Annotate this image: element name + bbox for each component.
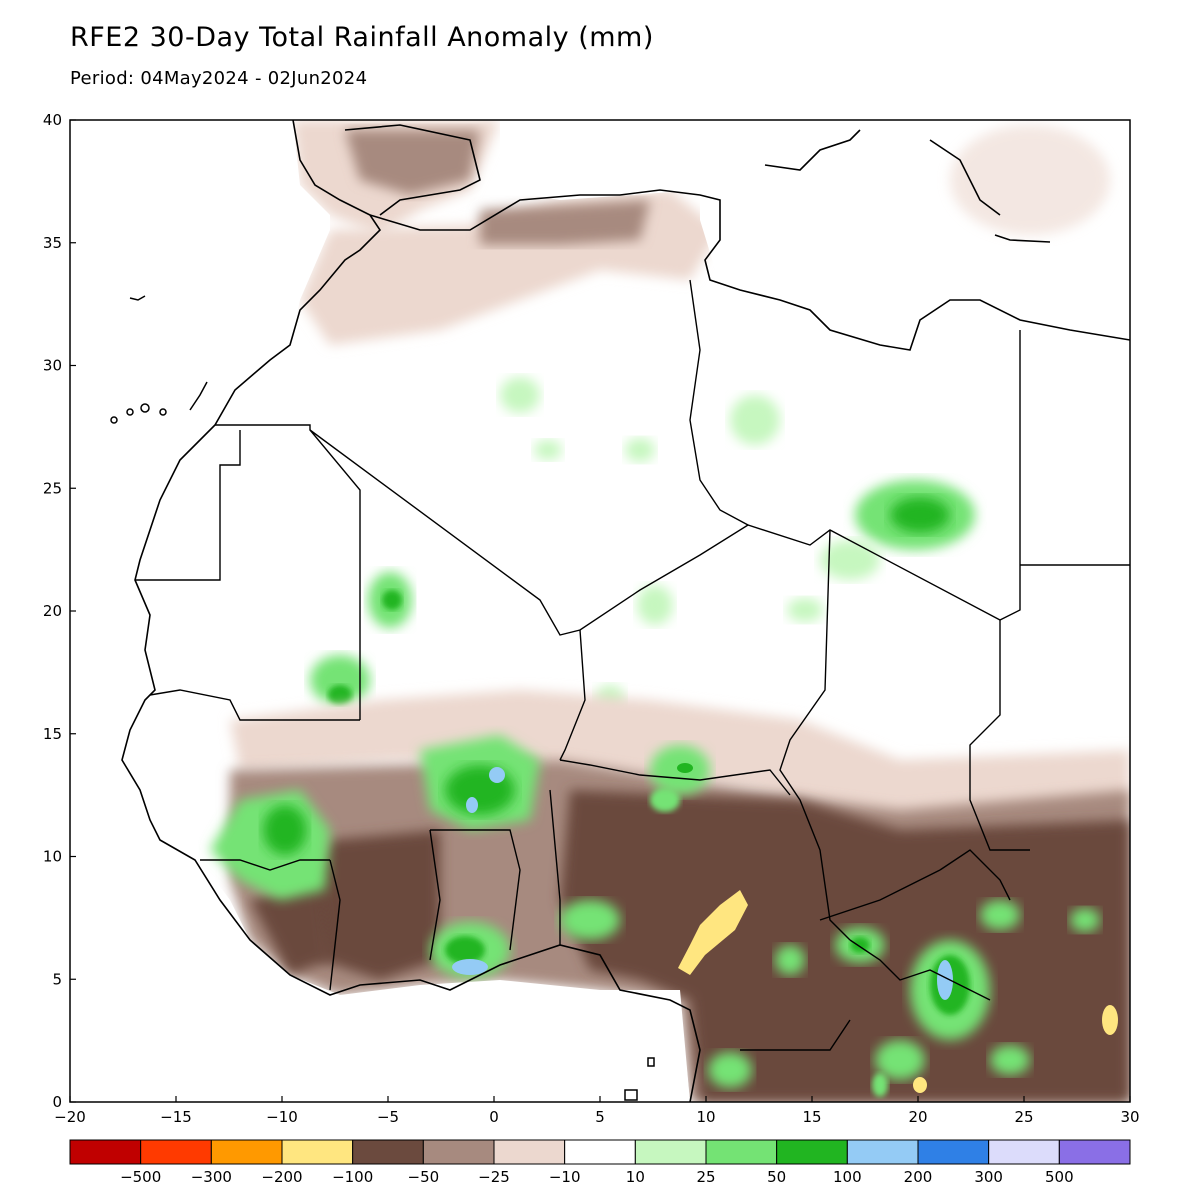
map-axes: −20 −15 −10 −5 0 5 10 15 20 25 30 0 5 10 15 20 25 30 35 40: [43, 111, 1140, 1126]
map-title: RFE2 30-Day Total Rainfall Anomaly (mm): [70, 22, 654, 53]
y-tick-label: 5: [52, 970, 62, 988]
legend-swatch: [140, 1139, 212, 1165]
legend-swatch: [210, 1139, 283, 1165]
legend-swatch: [917, 1139, 990, 1165]
legend-label: 25: [696, 1168, 715, 1186]
map-period: Period: 04May2024 - 02Jun2024: [70, 68, 368, 89]
legend-label: 100: [833, 1168, 862, 1186]
legend-label: −500: [120, 1168, 161, 1186]
y-tick-label: 30: [43, 357, 62, 375]
legend-label: 300: [974, 1168, 1003, 1186]
legend-swatch: [776, 1139, 848, 1165]
x-tick-label: 20: [908, 1108, 927, 1126]
x-tick-label: −15: [160, 1108, 192, 1126]
legend-label: −100: [332, 1168, 373, 1186]
x-tick-label: 25: [1014, 1108, 1033, 1126]
legend-swatch: [422, 1139, 495, 1165]
legend-swatch: [988, 1139, 1060, 1165]
anomaly-fields: [70, 120, 1130, 1102]
legend-swatch: [564, 1139, 636, 1165]
x-tick-label: −5: [377, 1108, 399, 1126]
x-tick-label: 30: [1120, 1108, 1139, 1126]
y-tick-label: 10: [43, 848, 62, 866]
legend-label: −25: [478, 1168, 510, 1186]
x-tick-label: 15: [802, 1108, 821, 1126]
y-tick-label: 35: [43, 234, 62, 252]
legend-swatch: [493, 1139, 566, 1165]
legend-swatch: [846, 1139, 919, 1165]
x-tick-label: 0: [489, 1108, 499, 1126]
y-tick-label: 15: [43, 725, 62, 743]
islands: [110, 295, 655, 1101]
x-tick-label: 5: [595, 1108, 605, 1126]
legend-label: 200: [904, 1168, 933, 1186]
y-tick-label: 40: [43, 111, 62, 129]
x-tick-label: −20: [54, 1108, 86, 1126]
x-tick-label: −10: [266, 1108, 298, 1126]
y-tick-label: 25: [43, 479, 62, 497]
colorbar-legend: −500 −300 −200 −100 −50 −25 −10 10 25 50 100 200 300…: [69, 1139, 1131, 1186]
legend-swatch: [1058, 1139, 1131, 1165]
legend-label: 500: [1045, 1168, 1074, 1186]
legend-swatch: [69, 1139, 142, 1165]
legend-swatch: [281, 1139, 354, 1165]
legend-swatch: [705, 1139, 778, 1165]
legend-label: −10: [549, 1168, 581, 1186]
y-tick-label: 20: [43, 602, 62, 620]
y-tick-label: 0: [52, 1093, 62, 1111]
legend-label: −300: [191, 1168, 232, 1186]
legend-label: 10: [626, 1168, 645, 1186]
legend-label: −200: [261, 1168, 302, 1186]
x-tick-label: 10: [696, 1108, 715, 1126]
country-borders: [135, 279, 1130, 1051]
legend-label: −50: [408, 1168, 440, 1186]
legend-swatch: [634, 1139, 707, 1165]
legend-swatch: [352, 1139, 424, 1165]
legend-label: 50: [767, 1168, 786, 1186]
